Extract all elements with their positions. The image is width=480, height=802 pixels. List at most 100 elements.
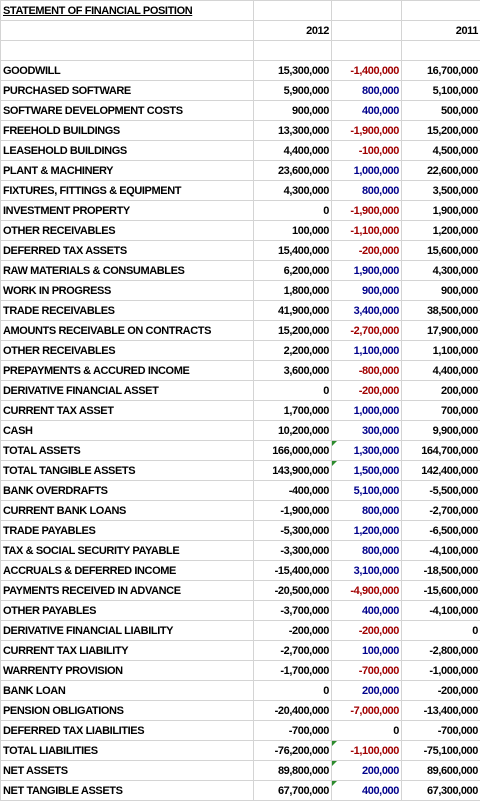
row-label: FIXTURES, FITTINGS & EQUIPMENT (0, 180, 254, 201)
value-2012: -1,900,000 (253, 500, 332, 521)
value-2012: 13,300,000 (253, 120, 332, 141)
row-label: DEFERRED TAX ASSETS (0, 240, 254, 261)
value-2012: -700,000 (253, 720, 332, 741)
row-label: PAYMENTS RECEIVED IN ADVANCE (0, 580, 254, 601)
change: -200,000 (331, 620, 402, 641)
value-2011: 38,500,000 (401, 300, 480, 321)
change: 400,000 (331, 600, 402, 621)
title-row: STATEMENT OF FINANCIAL POSITION (0, 0, 480, 21)
table-row: OTHER PAYABLES -3,700,000 400,000 -4,100,00… (0, 600, 480, 621)
value-2012: 2,200,000 (253, 340, 332, 361)
value-2011: -6,500,000 (401, 520, 480, 541)
table-row: BANK LOAN 0 200,000 -200,000 (0, 680, 480, 701)
change: 1,000,000 (331, 400, 402, 421)
change: 1,200,000 (331, 520, 402, 541)
table-row: CASH 10,200,000 300,000 9,900,000 (0, 420, 480, 441)
row-label: PREPAYMENTS & ACCURED INCOME (0, 360, 254, 381)
value-2012: -5,300,000 (253, 520, 332, 541)
value-2012: -400,000 (253, 480, 332, 501)
value-2011: 4,300,000 (401, 260, 480, 281)
value-2011: 164,700,000 (401, 440, 480, 461)
table-row: CURRENT TAX ASSET 1,700,000 1,000,000 700,0… (0, 400, 480, 421)
change: 400,000 (331, 100, 402, 121)
row-label: ACCRUALS & DEFERRED INCOME (0, 560, 254, 581)
table-row: PURCHASED SOFTWARE 5,900,000 800,000 5,100,… (0, 80, 480, 101)
change: 1,300,000 (331, 440, 402, 461)
row-label: GOODWILL (0, 60, 254, 81)
value-2012: 10,200,000 (253, 420, 332, 441)
change: 3,100,000 (331, 560, 402, 581)
row-label: OTHER RECEIVABLES (0, 220, 254, 241)
table-row: NET ASSETS 89,800,000 200,000 89,600,000 (0, 760, 480, 781)
table-row: ACCRUALS & DEFERRED INCOME -15,400,000 3,1… (0, 560, 480, 581)
table-row: SOFTWARE DEVELOPMENT COSTS 900,000 400,000… (0, 100, 480, 121)
row-label: PENSION OBLIGATIONS (0, 700, 254, 721)
value-2011: 700,000 (401, 400, 480, 421)
row-label: LEASEHOLD BUILDINGS (0, 140, 254, 161)
table-row: DERIVATIVE FINANCIAL ASSET 0 -200,000 200,0… (0, 380, 480, 401)
change: -200,000 (331, 240, 402, 261)
change: -1,100,000 (331, 740, 402, 761)
change: 0 (331, 720, 402, 741)
value-2011: 500,000 (401, 100, 480, 121)
row-label: PURCHASED SOFTWARE (0, 80, 254, 101)
table-row: PLANT & MACHINERY 23,600,000 1,000,000 22,6… (0, 160, 480, 181)
change: 800,000 (331, 540, 402, 561)
table-row: BANK OVERDRAFTS -400,000 5,100,000 -5,500,0… (0, 480, 480, 501)
row-label: WARRENTY PROVISION (0, 660, 254, 681)
value-2011: -1,000,000 (401, 660, 480, 681)
value-2011: -2,800,000 (401, 640, 480, 661)
value-2012: -3,300,000 (253, 540, 332, 561)
row-label: CURRENT TAX ASSET (0, 400, 254, 421)
value-2012: 4,400,000 (253, 140, 332, 161)
value-2011: 900,000 (401, 280, 480, 301)
row-label: CURRENT TAX LIABILITY (0, 640, 254, 661)
value-2011: 9,900,000 (401, 420, 480, 441)
table-row: TAX & SOCIAL SECURITY PAYABLE -3,300,000 8… (0, 540, 480, 561)
value-2012: 67,700,000 (253, 780, 332, 801)
value-2011: -5,500,000 (401, 480, 480, 501)
change: -7,000,000 (331, 700, 402, 721)
change: 800,000 (331, 500, 402, 521)
table-row: DEFERRED TAX LIABILITIES -700,000 0 -700,00… (0, 720, 480, 741)
row-label: FREEHOLD BUILDINGS (0, 120, 254, 141)
value-2011: 15,200,000 (401, 120, 480, 141)
table-row: FIXTURES, FITTINGS & EQUIPMENT 4,300,000 8… (0, 180, 480, 201)
table-row: CURRENT TAX LIABILITY -2,700,000 100,000 -2… (0, 640, 480, 661)
value-2012: 6,200,000 (253, 260, 332, 281)
value-2011: 142,400,000 (401, 460, 480, 481)
value-2011: -2,700,000 (401, 500, 480, 521)
value-2012: 5,900,000 (253, 80, 332, 101)
value-2011: 1,100,000 (401, 340, 480, 361)
row-label: INVESTMENT PROPERTY (0, 200, 254, 221)
table-row: PAYMENTS RECEIVED IN ADVANCE -20,500,000-… (0, 580, 480, 601)
change: 1,500,000 (331, 460, 402, 481)
table-row: PREPAYMENTS & ACCURED INCOME 3,600,000 -80… (0, 360, 480, 381)
change: 5,100,000 (331, 480, 402, 501)
column-header: 2012 (253, 20, 332, 41)
change: 800,000 (331, 180, 402, 201)
value-2011: 0 (401, 620, 480, 641)
value-2011: 200,000 (401, 380, 480, 401)
row-label: TOTAL ASSETS (0, 440, 254, 461)
value-2011: 5,100,000 (401, 80, 480, 101)
row-label: TAX & SOCIAL SECURITY PAYABLE (0, 540, 254, 561)
change: -700,000 (331, 660, 402, 681)
value-2012: -20,500,000 (253, 580, 332, 601)
value-2011: -15,600,000 (401, 580, 480, 601)
row-label: SOFTWARE DEVELOPMENT COSTS (0, 100, 254, 121)
change: -4,900,000 (331, 580, 402, 601)
table-row: OTHER RECEIVABLES 2,200,000 1,100,000 1,100… (0, 340, 480, 361)
value-2011: 67,300,000 (401, 780, 480, 801)
change: 1,000,000 (331, 160, 402, 181)
value-2011: -4,100,000 (401, 600, 480, 621)
value-2012: 143,900,000 (253, 460, 332, 481)
value-2011: 1,200,000 (401, 220, 480, 241)
table-row: LEASEHOLD BUILDINGS 4,400,000 -100,000 4,50… (0, 140, 480, 161)
table-row: WARRENTY PROVISION -1,700,000 -700,000 -1,0… (0, 660, 480, 681)
value-2012: 23,600,000 (253, 160, 332, 181)
table-row: OTHER RECEIVABLES 100,000 -1,100,000 1,200,… (0, 220, 480, 241)
value-2012: 15,200,000 (253, 320, 332, 341)
value-2011: 4,500,000 (401, 140, 480, 161)
